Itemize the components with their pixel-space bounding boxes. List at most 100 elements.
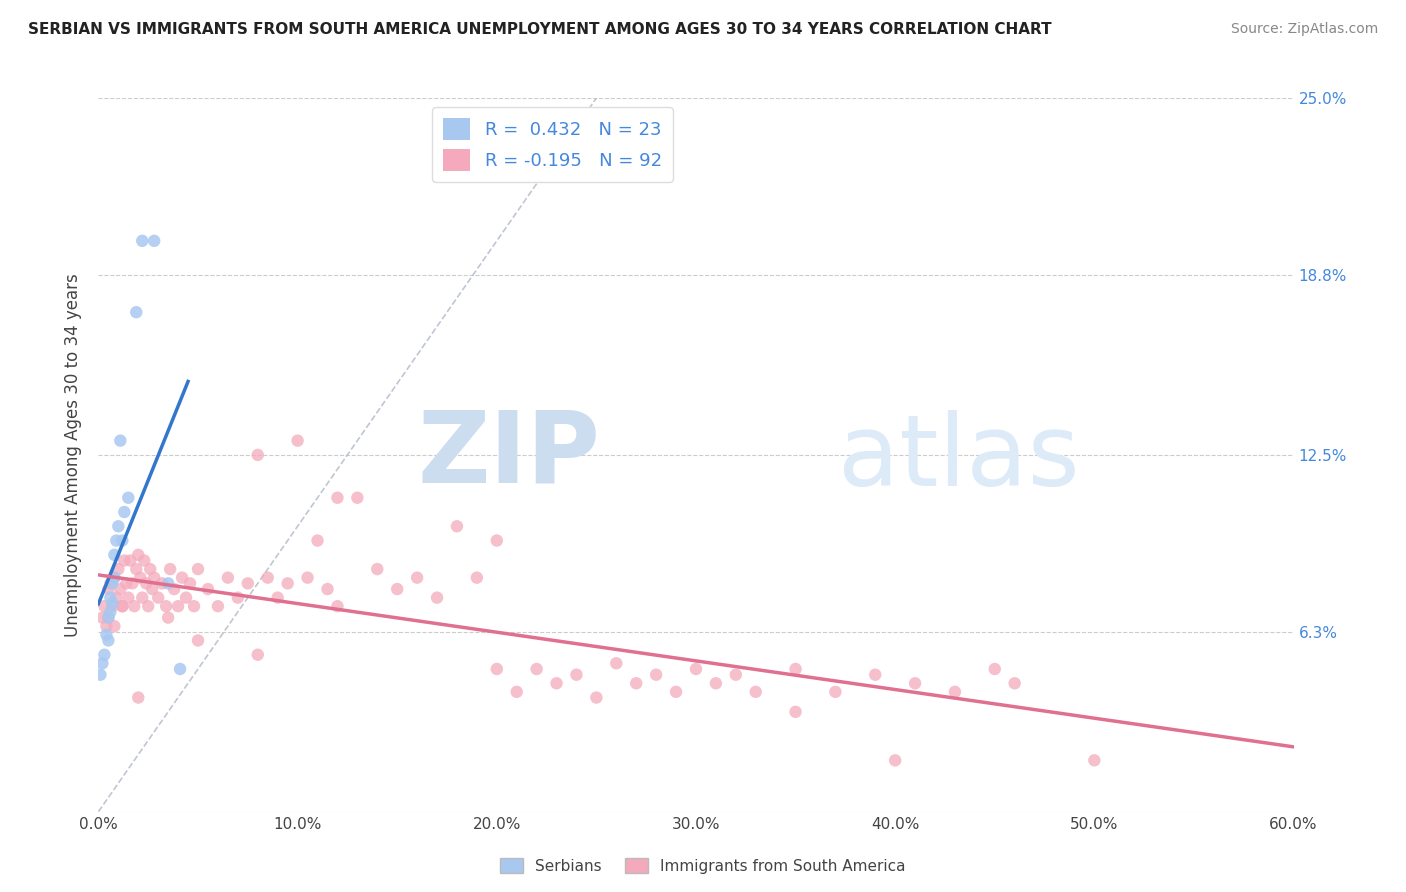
Point: [96, 628, 118, 642]
Point: [125, 305, 148, 319]
Point: [112, 505, 135, 519]
Point: [346, 491, 368, 505]
Point: [187, 562, 209, 576]
Point: [91, 657, 114, 671]
Point: [884, 753, 907, 767]
Point: [127, 548, 149, 562]
Point: [110, 582, 132, 596]
Point: [326, 599, 349, 614]
Point: [465, 571, 488, 585]
Point: [485, 662, 508, 676]
Point: [96, 619, 118, 633]
Point: [107, 519, 129, 533]
Point: [127, 690, 149, 705]
Text: SERBIAN VS IMMIGRANTS FROM SOUTH AMERICA UNEMPLOYMENT AMONG AGES 30 TO 34 YEARS : SERBIAN VS IMMIGRANTS FROM SOUTH AMERICA…: [28, 22, 1052, 37]
Point: [297, 571, 319, 585]
Point: [172, 571, 194, 585]
Point: [207, 599, 229, 614]
Point: [267, 591, 290, 605]
Point: [863, 667, 887, 681]
Point: [143, 234, 166, 248]
Point: [1083, 753, 1105, 767]
Point: [307, 533, 329, 548]
Point: [406, 571, 429, 585]
Point: [100, 605, 122, 619]
Point: [785, 662, 807, 676]
Point: [163, 582, 186, 596]
Point: [97, 582, 120, 596]
Point: [785, 705, 807, 719]
Point: [745, 685, 768, 699]
Y-axis label: Unemployment Among Ages 30 to 34 years: Unemployment Among Ages 30 to 34 years: [65, 273, 83, 637]
Point: [174, 591, 197, 605]
Point: [179, 576, 201, 591]
Point: [120, 553, 142, 567]
Point: [139, 562, 162, 576]
Point: [135, 576, 157, 591]
Point: [197, 582, 219, 596]
Point: [226, 591, 249, 605]
Text: Source: ZipAtlas.com: Source: ZipAtlas.com: [1230, 22, 1378, 37]
Point: [1004, 676, 1026, 690]
Point: [117, 491, 139, 505]
Point: [97, 610, 120, 624]
Point: [385, 582, 409, 596]
Point: [125, 562, 148, 576]
Point: [326, 491, 349, 505]
Point: [111, 533, 134, 548]
Point: [366, 562, 388, 576]
Point: [134, 553, 156, 567]
Point: [169, 662, 191, 676]
Point: [256, 571, 278, 585]
Point: [485, 533, 508, 548]
Point: [100, 576, 122, 591]
Point: [129, 571, 152, 585]
Point: [605, 657, 627, 671]
Point: [157, 610, 180, 624]
Point: [287, 434, 309, 448]
Point: [131, 591, 153, 605]
Point: [103, 619, 125, 633]
Point: [943, 685, 966, 699]
Point: [101, 576, 124, 591]
Point: [187, 633, 209, 648]
Point: [626, 676, 648, 690]
Point: [117, 591, 139, 605]
Point: [105, 591, 128, 605]
Point: [246, 648, 269, 662]
Point: [112, 553, 135, 567]
Point: [89, 667, 111, 681]
Point: [124, 599, 146, 614]
Point: [426, 591, 449, 605]
Point: [103, 571, 125, 585]
Point: [97, 610, 120, 624]
Legend: Serbians, Immigrants from South America: Serbians, Immigrants from South America: [495, 852, 911, 880]
Point: [101, 599, 124, 614]
Point: [121, 576, 143, 591]
Point: [183, 599, 205, 614]
Point: [105, 533, 128, 548]
Point: [103, 548, 125, 562]
Point: [111, 599, 134, 614]
Point: [665, 685, 688, 699]
Point: [115, 576, 138, 591]
Point: [565, 667, 588, 681]
Text: ZIP: ZIP: [418, 407, 600, 503]
Point: [148, 591, 170, 605]
Point: [91, 610, 114, 624]
Point: [131, 234, 153, 248]
Point: [316, 582, 339, 596]
Point: [824, 685, 846, 699]
Point: [93, 599, 115, 614]
Text: atlas: atlas: [838, 410, 1080, 507]
Point: [101, 596, 124, 610]
Point: [159, 562, 181, 576]
Point: [110, 434, 132, 448]
Point: [167, 599, 190, 614]
Point: [217, 571, 239, 585]
Point: [97, 633, 120, 648]
Point: [585, 690, 607, 705]
Legend: R =  0.432   N = 23, R = -0.195   N = 92: R = 0.432 N = 23, R = -0.195 N = 92: [433, 107, 672, 182]
Point: [136, 599, 159, 614]
Point: [526, 662, 548, 676]
